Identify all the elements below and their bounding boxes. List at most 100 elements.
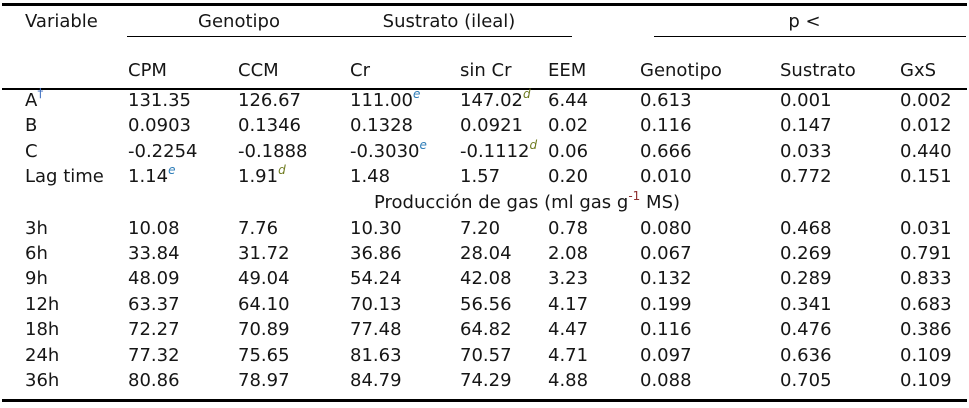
table-cell: 0.199 xyxy=(640,293,692,315)
table-cell: 36.86 xyxy=(350,243,402,264)
table-cell: 0.067 xyxy=(640,243,692,264)
table-cell: 0.080 xyxy=(640,217,692,239)
row-label: 18h xyxy=(25,319,60,341)
table-cell: 0.705 xyxy=(780,370,832,392)
table-cell: 70.13 xyxy=(350,293,402,315)
table-cell: 0.613 xyxy=(640,90,692,111)
row-label: 12h xyxy=(25,293,60,315)
table-cell: 74.29 xyxy=(460,370,512,392)
superscript-minus-1: -1 xyxy=(628,188,641,203)
table-cell: 0.341 xyxy=(780,293,832,315)
column-header-sustrato: Sustrato xyxy=(780,60,856,81)
table-cell: 3.23 xyxy=(548,268,589,290)
row-label: A† xyxy=(25,86,44,111)
table-cell: -0.1112d xyxy=(460,137,538,162)
table-cell: 0.0903 xyxy=(128,115,191,137)
superscript-d: d xyxy=(278,163,286,178)
column-header-cr: Cr xyxy=(350,60,370,81)
superscript-d: d xyxy=(529,137,538,152)
table-top-rule xyxy=(2,3,967,6)
table-cell: 0.666 xyxy=(640,140,692,162)
row-label: Lag time xyxy=(25,166,104,188)
table-cell: 4.88 xyxy=(548,370,589,392)
table-cell: 0.033 xyxy=(780,140,832,162)
table-cell: 1.48 xyxy=(350,166,391,188)
table-cell: 84.79 xyxy=(350,370,402,392)
column-header-cpm: CPM xyxy=(128,60,167,81)
table-bottom-rule xyxy=(2,399,967,402)
superscript-dagger: † xyxy=(37,86,44,100)
table-cell: 1.91d xyxy=(238,163,286,188)
table-cell: 49.04 xyxy=(238,268,290,290)
table-cell: 0.440 xyxy=(900,140,952,162)
table-cell: 4.71 xyxy=(548,344,589,366)
results-table: Variable Genotipo Sustrato (ileal) p < C… xyxy=(0,6,969,394)
genotipo-sustrato-underline xyxy=(127,36,572,38)
table-cell: 1.14e xyxy=(128,163,176,188)
table-cell: 0.06 xyxy=(548,140,589,162)
table-cell: 147.02d xyxy=(460,87,531,111)
table-cell: 0.151 xyxy=(900,166,952,188)
table-cell: 10.30 xyxy=(350,217,402,239)
row-label: 3h xyxy=(25,217,48,239)
table-cell: 0.791 xyxy=(900,243,952,264)
table-cell: 1.57 xyxy=(460,166,501,188)
table-cell: 56.56 xyxy=(460,293,512,315)
table-cell: 7.20 xyxy=(460,217,501,239)
table-cell: 0.001 xyxy=(780,90,832,111)
table-cell: 4.47 xyxy=(548,319,589,341)
table-cell: 28.04 xyxy=(460,243,512,264)
table-cell: 64.10 xyxy=(238,293,290,315)
superscript-e: e xyxy=(168,163,176,178)
table-cell: 78.97 xyxy=(238,370,290,392)
row-label: 9h xyxy=(25,268,48,290)
superscript-d: d xyxy=(522,87,531,101)
table-cell: 0.269 xyxy=(780,243,832,264)
table-cell: 0.636 xyxy=(780,344,832,366)
table-cell: 0.010 xyxy=(640,166,692,188)
table-cell: 77.32 xyxy=(128,344,180,366)
table-cell: 126.67 xyxy=(238,90,301,111)
table-cell: 0.02 xyxy=(548,115,589,137)
table-cell: 0.147 xyxy=(780,115,832,137)
table-cell: 0.1346 xyxy=(238,115,301,137)
table-cell: 0.031 xyxy=(900,217,952,239)
table-cell: 70.89 xyxy=(238,319,290,341)
table-cell: 4.17 xyxy=(548,293,589,315)
table-cell: 81.63 xyxy=(350,344,402,366)
table-cell: 0.132 xyxy=(640,268,692,290)
table-cell: 2.08 xyxy=(548,243,589,264)
table-cell: 0.476 xyxy=(780,319,832,341)
table-cell: 131.35 xyxy=(128,90,191,111)
table-cell: 0.468 xyxy=(780,217,832,239)
table-cell: -0.3030e xyxy=(350,137,427,162)
table-cell: 0.088 xyxy=(640,370,692,392)
row-label: B xyxy=(25,115,38,137)
column-header-sin-cr: sin Cr xyxy=(460,60,512,81)
table-cell: 72.27 xyxy=(128,319,180,341)
table-cell: 80.86 xyxy=(128,370,180,392)
table-cell: 64.82 xyxy=(460,319,512,341)
table-cell: 33.84 xyxy=(128,243,180,264)
table-cell: 10.08 xyxy=(128,217,180,239)
table-cell: 0.0921 xyxy=(460,115,523,137)
table-cell: 0.683 xyxy=(900,293,952,315)
row-label: 6h xyxy=(25,243,48,264)
group-header-p: p < xyxy=(788,11,821,32)
table-cell: 0.116 xyxy=(640,115,692,137)
table-cell: 0.289 xyxy=(780,268,832,290)
column-header-gxs: GxS xyxy=(900,60,937,81)
table-cell: 75.65 xyxy=(238,344,290,366)
superscript-e: e xyxy=(419,137,427,152)
table-cell: 0.833 xyxy=(900,268,952,290)
table-cell: 0.116 xyxy=(640,319,692,341)
table-cell: 0.20 xyxy=(548,166,589,188)
table-cell: 0.097 xyxy=(640,344,692,366)
table-cell: -0.2254 xyxy=(128,140,198,162)
column-header-ccm: CCM xyxy=(238,60,279,81)
table-cell: 0.78 xyxy=(548,217,589,239)
section-header-gas-production: Producción de gas (ml gas g-1 MS) xyxy=(373,188,681,213)
table-cell: 0.012 xyxy=(900,115,952,137)
table-cell: 0.772 xyxy=(780,166,832,188)
